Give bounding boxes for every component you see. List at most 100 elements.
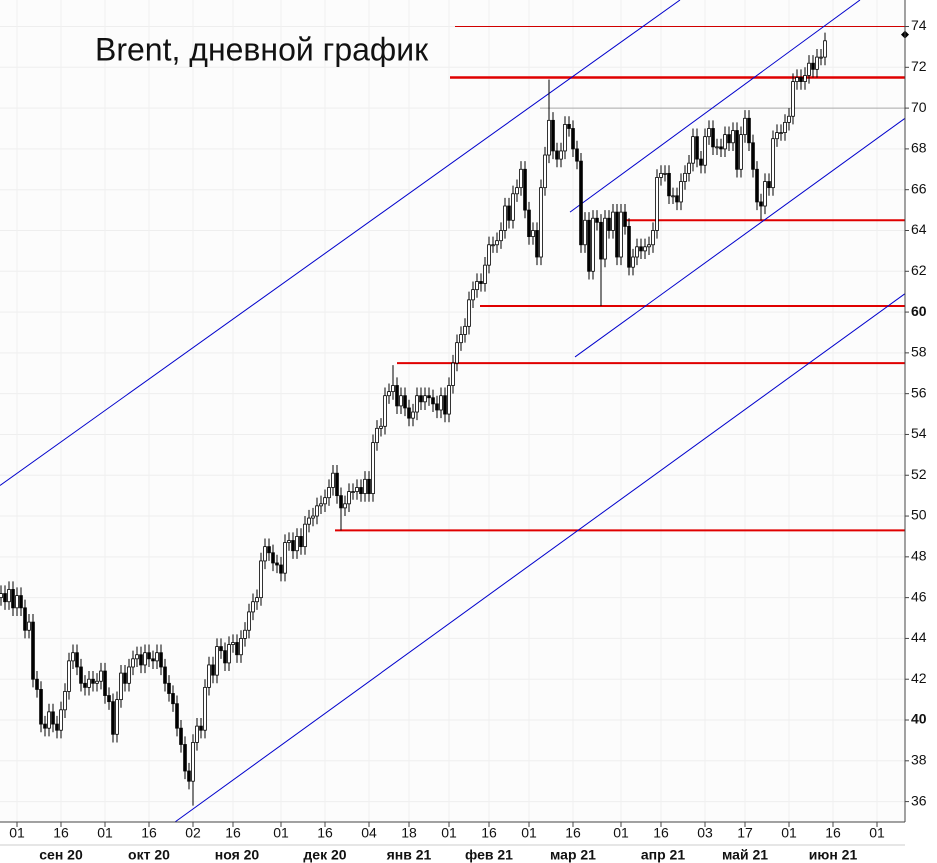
x-tick-label: 16 — [141, 825, 157, 841]
candle-body — [663, 172, 667, 175]
candle-body — [391, 385, 395, 393]
candle-body — [639, 246, 643, 252]
y-tick-label: 46 — [911, 588, 927, 604]
candle-body — [39, 689, 43, 725]
candle-body — [567, 124, 571, 129]
trend-line — [569, 0, 861, 213]
candle-body — [439, 395, 443, 411]
candle-body — [751, 142, 755, 170]
candle-body — [455, 342, 459, 364]
candle-body — [627, 226, 631, 268]
candle-body — [531, 230, 535, 238]
candle-body — [287, 540, 291, 543]
candle-body — [431, 397, 435, 405]
candle-body — [347, 491, 351, 505]
candle-body — [543, 154, 547, 189]
candle-body — [515, 187, 519, 195]
candle-body — [599, 221, 603, 260]
candle-body — [91, 678, 95, 684]
candle-body — [763, 181, 767, 207]
candle-body — [707, 128, 711, 138]
candle-body — [103, 670, 107, 696]
candle-body — [55, 723, 59, 731]
candle-body — [611, 211, 615, 231]
month-label: апр 21 — [641, 847, 685, 863]
candle-body — [823, 40, 827, 58]
candle-body — [379, 425, 383, 429]
candle-body — [179, 727, 183, 745]
candle-body — [523, 168, 527, 211]
y-tick-label: 40 — [911, 711, 927, 727]
candle-body — [463, 325, 467, 335]
candle-body — [307, 517, 311, 525]
candle-body — [815, 56, 819, 70]
candle-body — [75, 652, 79, 668]
candle-body — [407, 407, 411, 419]
candle-body — [359, 487, 363, 495]
candle-body — [159, 652, 163, 668]
y-tick-label: 60 — [911, 303, 927, 319]
y-tick-label: 56 — [911, 384, 927, 400]
candle-body — [527, 209, 531, 238]
y-tick-label: 62 — [911, 262, 927, 278]
candle-body — [667, 172, 671, 197]
x-tick-label: 01 — [869, 825, 885, 841]
candle-body — [495, 240, 499, 246]
candle-body — [215, 646, 219, 676]
candle-body — [631, 256, 635, 268]
candle-body — [435, 403, 439, 411]
candle-body — [507, 205, 511, 221]
x-tick-label: 03 — [697, 825, 713, 841]
month-label: июн 21 — [809, 847, 858, 863]
y-tick-label: 50 — [911, 507, 927, 523]
candle-body — [83, 682, 87, 688]
candle-body — [371, 442, 375, 495]
candle-body — [387, 391, 391, 397]
candle-body — [143, 652, 147, 666]
candle-body — [571, 128, 575, 150]
candle-body — [167, 682, 171, 694]
candle-body — [563, 124, 567, 152]
month-label: фев 21 — [465, 847, 513, 863]
trend-line — [0, 0, 681, 486]
x-tick-label: 16 — [317, 825, 333, 841]
candle-body — [719, 146, 723, 150]
candle-body — [799, 77, 803, 82]
candle-body — [687, 162, 691, 174]
candle-body — [807, 62, 811, 76]
candle-body — [163, 666, 167, 684]
candle-body — [227, 644, 231, 664]
candle-body — [279, 564, 283, 574]
candle-body — [87, 678, 91, 688]
axes: 36 38 40 42 44 46 48 50 52 54 56 58 60 62 64 66 68 70 72 74… — [9, 17, 927, 862]
x-tick-label: 01 — [273, 825, 289, 841]
x-tick-label: 16 — [481, 825, 497, 841]
candle-body — [671, 195, 675, 198]
candle-body — [711, 128, 715, 148]
candle-body — [315, 505, 319, 517]
candle-body — [247, 611, 251, 631]
candle-body — [275, 562, 279, 566]
candle-body — [223, 650, 227, 664]
candle-body — [579, 160, 583, 246]
candle-body — [747, 117, 751, 144]
candle-body — [755, 168, 759, 203]
candle-body — [327, 487, 331, 499]
candle-body — [607, 217, 611, 231]
candle-body — [487, 244, 491, 266]
y-tick-label: 68 — [911, 140, 927, 156]
candle-body — [199, 725, 203, 731]
candle-body — [219, 646, 223, 652]
candle-body — [415, 395, 419, 413]
candle-body — [655, 177, 659, 231]
candle-body — [739, 134, 743, 170]
candle-body — [107, 695, 111, 703]
month-label: сен 20 — [39, 847, 83, 863]
candle-body — [299, 536, 303, 548]
candle-body — [343, 503, 347, 509]
candle-body — [111, 701, 115, 735]
candle-body — [331, 472, 335, 488]
candle-body — [699, 158, 703, 166]
candle-body — [475, 281, 479, 291]
